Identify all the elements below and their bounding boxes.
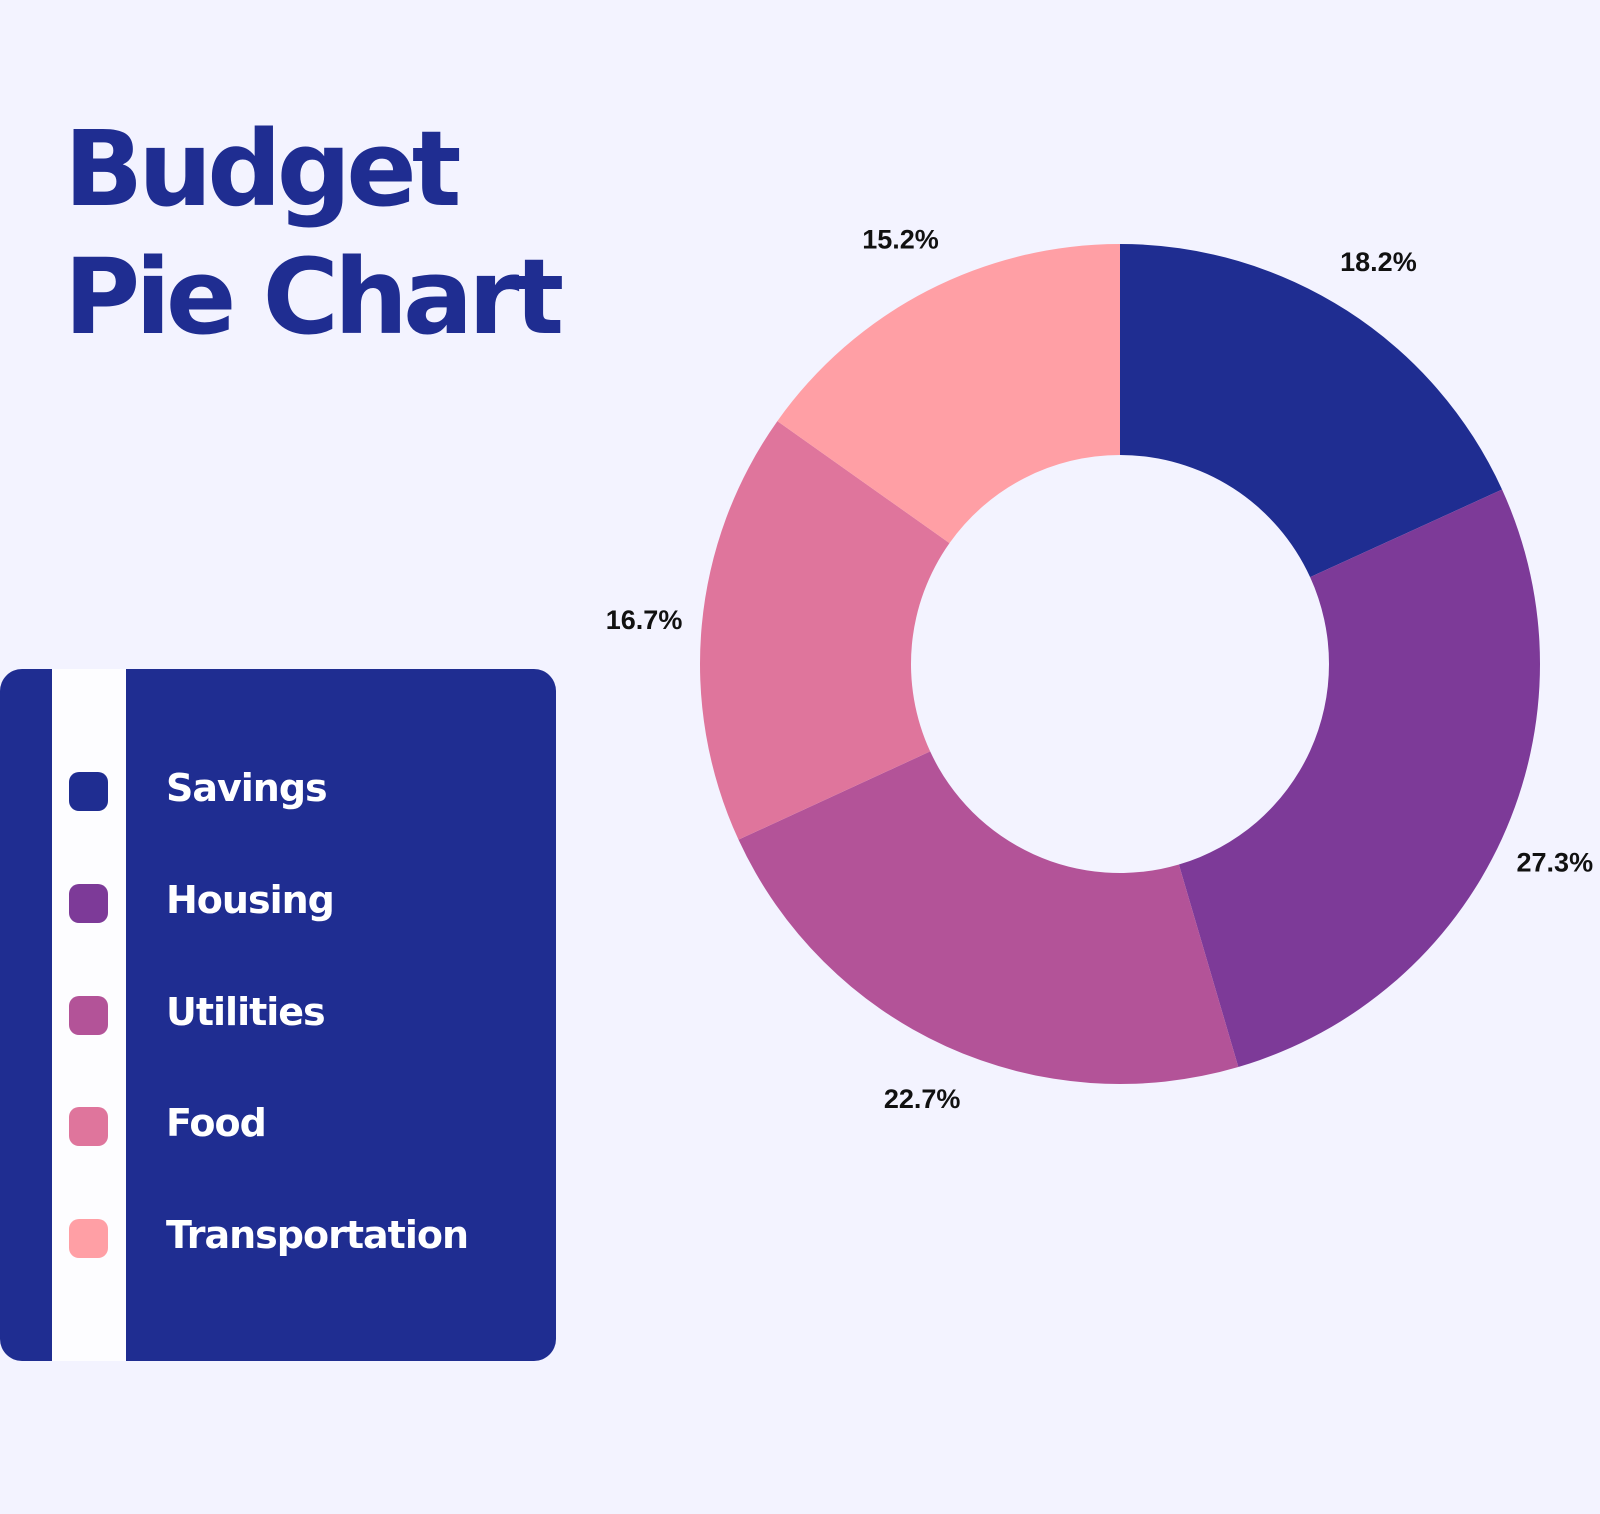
legend-swatch [69,1219,108,1258]
legend-item-savings: Savings [0,766,556,812]
data-label-utilities: 22.7% [884,1084,961,1114]
chart-title: Budget Pie Chart [64,105,564,361]
slice-transportation [777,244,1120,544]
legend-item-transportation: Transportation [0,1213,556,1259]
legend-item-food: Food [0,1101,556,1147]
data-label-food: 16.7% [606,605,683,635]
legend-label: Food [166,1101,267,1145]
slice-savings [1120,244,1503,578]
slice-food [700,421,950,840]
legend: Savings Housing Utilities Food Transport… [0,669,556,1361]
data-label-savings: 18.2% [1340,247,1417,277]
legend-swatch [69,884,108,923]
data-label-transportation: 15.2% [862,224,939,254]
title-line-2: Pie Chart [64,236,564,358]
legend-swatch [69,1107,108,1146]
legend-swatch [69,996,108,1035]
slice-utilities [738,751,1239,1084]
legend-label: Housing [166,878,335,922]
legend-label: Transportation [166,1213,469,1257]
legend-item-housing: Housing [0,878,556,924]
title-line-1: Budget [64,108,461,230]
legend-label: Savings [166,766,328,810]
legend-swatch [69,772,108,811]
data-label-housing: 27.3% [1517,848,1594,878]
legend-item-utilities: Utilities [0,990,556,1036]
legend-label: Utilities [166,990,326,1034]
slice-housing [1178,489,1540,1067]
